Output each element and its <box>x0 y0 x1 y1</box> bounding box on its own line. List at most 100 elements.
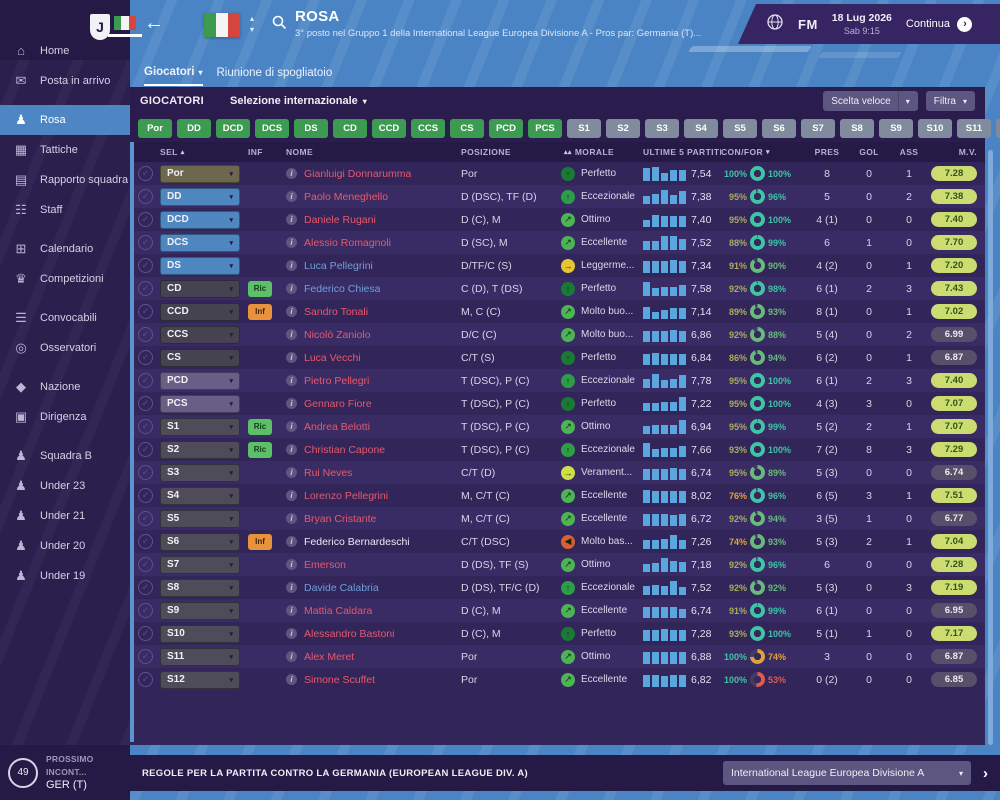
player-name[interactable]: Simone Scuffet <box>304 673 376 686</box>
filter-pcd[interactable]: PCD <box>489 119 523 138</box>
table-row[interactable]: ✓ DCS ▾ i Alessio Romagnoli D (SC), M ↗ Eccelle… <box>130 231 985 254</box>
column-header-sel[interactable]: SEL ▴ <box>160 147 185 157</box>
row-checkbox[interactable]: ✓ <box>138 212 153 227</box>
sidebar-item-convocabili[interactable]: ☰ Convocabili <box>0 303 130 333</box>
competition-dropdown[interactable]: International League Europea Divisione A… <box>723 761 971 785</box>
player-name[interactable]: Lorenzo Pellegrini <box>304 489 389 502</box>
column-header-morale[interactable]: ▴▴ MORALE <box>564 147 615 157</box>
row-checkbox[interactable]: ✓ <box>138 511 153 526</box>
player-info-icon[interactable]: i <box>286 582 297 593</box>
sidebar-item-under-23[interactable]: ♟ Under 23 <box>0 471 130 501</box>
column-header-inf[interactable]: INF <box>248 147 263 157</box>
column-header-pres[interactable]: PRES <box>814 147 840 157</box>
row-checkbox[interactable]: ✓ <box>138 189 153 204</box>
player-info-icon[interactable]: i <box>286 513 297 524</box>
player-name[interactable]: Pietro Pellegri <box>304 374 370 387</box>
next-match-panel[interactable]: 49 PROSSIMO INCONT... GER (T) <box>0 745 130 800</box>
position-select[interactable]: DCD ▾ <box>160 210 240 229</box>
position-select[interactable]: S2 ▾ <box>160 440 240 459</box>
row-checkbox[interactable]: ✓ <box>138 373 153 388</box>
player-info-icon[interactable]: i <box>286 214 297 225</box>
player-name[interactable]: Sandro Tonali <box>304 305 369 318</box>
filter-ds[interactable]: DS <box>294 119 328 138</box>
row-checkbox[interactable]: ✓ <box>138 281 153 296</box>
player-name[interactable]: Emerson <box>304 558 347 571</box>
player-info-icon[interactable]: i <box>286 421 297 432</box>
filter-s6[interactable]: S6 <box>762 119 796 138</box>
selection-dropdown[interactable]: Selezione internazionale ▾ <box>230 95 367 107</box>
sidebar-item-squadra-b[interactable]: ♟ Squadra B <box>0 441 130 471</box>
position-select[interactable]: S9 ▾ <box>160 601 240 620</box>
table-row[interactable]: ✓ PCD ▾ i Pietro Pellegri T (DSC), P (C) ↑ Ecce… <box>130 369 985 392</box>
filter-s5[interactable]: S5 <box>723 119 757 138</box>
player-info-icon[interactable]: i <box>286 444 297 455</box>
availability-badge[interactable]: Ric <box>248 418 272 435</box>
table-row[interactable]: ✓ DD ▾ i Paolo Meneghello D (DSC), TF (D) ↑ Ecc… <box>130 185 985 208</box>
player-name[interactable]: Gianluigi Donnarumma <box>304 167 412 180</box>
table-row[interactable]: ✓ CS ▾ i Luca Vecchi C/T (S) ↑ Perfetto 6,84 86% 9… <box>130 346 985 369</box>
continue-button[interactable]: Continua › <box>906 16 972 32</box>
player-name[interactable]: Luca Pellegrini <box>304 259 373 272</box>
filter-dd[interactable]: DD <box>177 119 211 138</box>
table-row[interactable]: ✓ S5 ▾ i Bryan Cristante M, C/T (C) ↗ Eccellent… <box>130 507 985 530</box>
filter-por[interactable]: Por <box>138 119 172 138</box>
player-info-icon[interactable]: i <box>286 536 297 547</box>
player-info-icon[interactable]: i <box>286 651 297 662</box>
filter-pcs[interactable]: PCS <box>528 119 562 138</box>
player-name[interactable]: Luca Vecchi <box>304 351 361 364</box>
table-row[interactable]: ✓ CCS ▾ i Nicolò Zaniolo D/C (C) ↗ Molto buo...… <box>130 323 985 346</box>
position-select[interactable]: CD ▾ <box>160 279 240 298</box>
row-checkbox[interactable]: ✓ <box>138 534 153 549</box>
column-header-mv[interactable]: M.V. <box>958 147 977 157</box>
team-switch-chevrons[interactable]: ▴ ▾ <box>250 14 255 34</box>
player-info-icon[interactable]: i <box>286 191 297 202</box>
player-info-icon[interactable]: i <box>286 329 297 340</box>
position-select[interactable]: S11 ▾ <box>160 647 240 666</box>
table-row[interactable]: ✓ DCD ▾ i Daniele Rugani D (C), M ↗ Ottimo 7,40 9… <box>130 208 985 231</box>
player-info-icon[interactable]: i <box>286 260 297 271</box>
position-select[interactable]: S10 ▾ <box>160 624 240 643</box>
filter-s11[interactable]: S11 <box>957 119 991 138</box>
player-info-icon[interactable]: i <box>286 398 297 409</box>
row-checkbox[interactable]: ✓ <box>138 488 153 503</box>
player-name[interactable]: Christian Capone <box>304 443 386 456</box>
filter-dcd[interactable]: DCD <box>216 119 250 138</box>
player-info-icon[interactable]: i <box>286 168 297 179</box>
sidebar-item-rapporto-squadra[interactable]: ▤ Rapporto squadra <box>0 165 130 195</box>
position-select[interactable]: S4 ▾ <box>160 486 240 505</box>
player-info-icon[interactable]: i <box>286 490 297 501</box>
position-select[interactable]: CCS ▾ <box>160 325 240 344</box>
filter-s2[interactable]: S2 <box>606 119 640 138</box>
position-select[interactable]: S8 ▾ <box>160 578 240 597</box>
player-name[interactable]: Daniele Rugani <box>304 213 376 226</box>
column-header-last5[interactable]: ULTIME 5 PARTITE <box>643 147 721 157</box>
table-row[interactable]: ✓ S3 ▾ i Rui Neves C/T (D) → Verament... 6,74 95%… <box>130 461 985 484</box>
row-checkbox[interactable]: ✓ <box>138 419 153 434</box>
tab-giocatori[interactable]: Giocatori ▾ <box>144 66 203 86</box>
player-name[interactable]: Gennaro Fiore <box>304 397 372 410</box>
player-info-icon[interactable]: i <box>286 283 297 294</box>
table-row[interactable]: ✓ S1 ▾ Ric i Andrea Belotti T (DSC), P (C) ↗ Ott… <box>130 415 985 438</box>
column-header-gol[interactable]: GOL <box>859 147 879 157</box>
row-checkbox[interactable]: ✓ <box>138 396 153 411</box>
filter-cd[interactable]: CD <box>333 119 367 138</box>
filter-s7[interactable]: S7 <box>801 119 835 138</box>
table-row[interactable]: ✓ CCD ▾ Inf i Sandro Tonali M, C (C) ↗ Molto buo… <box>130 300 985 323</box>
availability-badge[interactable]: Ric <box>248 280 272 297</box>
player-info-icon[interactable]: i <box>286 674 297 685</box>
player-name[interactable]: Mattia Caldara <box>304 604 373 617</box>
row-checkbox[interactable]: ✓ <box>138 258 153 273</box>
table-row[interactable]: ✓ DS ▾ i Luca Pellegrini D/TF/C (S) → Leggerme.… <box>130 254 985 277</box>
next-section-arrow[interactable]: › <box>983 764 988 782</box>
filter-s9[interactable]: S9 <box>879 119 913 138</box>
sidebar-item-competizioni[interactable]: ♛ Competizioni <box>0 264 130 294</box>
table-row[interactable]: ✓ Por ▾ i Gianluigi Donnarumma Por ↑ Perfetto 7,… <box>130 162 985 185</box>
row-checkbox[interactable]: ✓ <box>138 672 153 687</box>
filter-s8[interactable]: S8 <box>840 119 874 138</box>
sidebar-item-calendario[interactable]: ⊞ Calendario <box>0 234 130 264</box>
back-button[interactable]: ← <box>144 12 164 34</box>
filter-s10[interactable]: S10 <box>918 119 952 138</box>
position-select[interactable]: S7 ▾ <box>160 555 240 574</box>
table-row[interactable]: ✓ S2 ▾ Ric i Christian Capone T (DSC), P (C) ↑ E… <box>130 438 985 461</box>
availability-badge[interactable]: Inf <box>248 303 272 320</box>
